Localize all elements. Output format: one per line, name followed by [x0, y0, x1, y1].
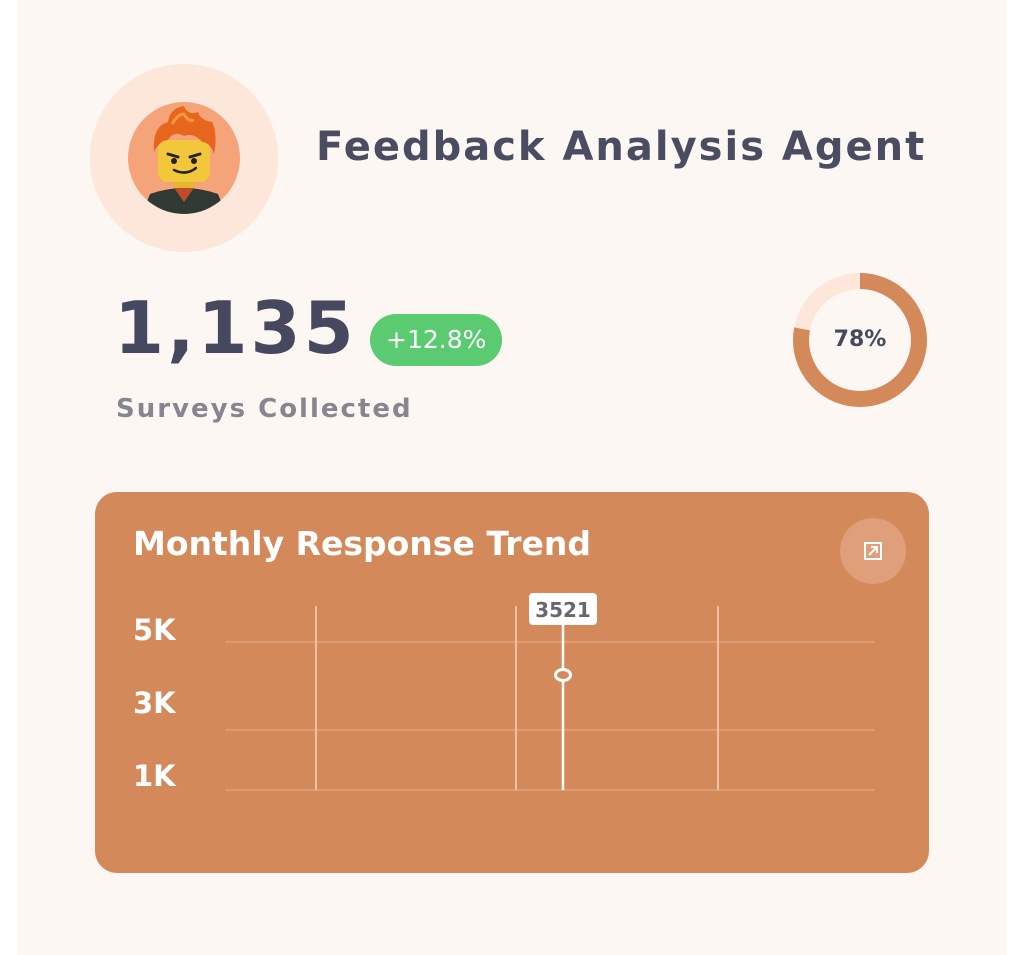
y-tick-label: 1K — [133, 759, 177, 793]
chart-panel: Monthly Response Trend 5K 3K 1K 3521 — [95, 492, 929, 873]
donut-percent-label: 78% — [833, 327, 887, 352]
chart-title: Monthly Response Trend — [133, 524, 591, 563]
delta-badge: +12.8% — [370, 314, 503, 366]
highlight-tooltip — [529, 593, 597, 625]
highlight-value-label: 3521 — [535, 598, 591, 622]
expand-button[interactable] — [840, 518, 906, 584]
surveys-label: Surveys Collected — [116, 394, 413, 424]
trend-chart: 5K 3K 1K 3521 — [133, 593, 875, 793]
agent-card: Feedback Analysis Agent 1,135 +12.8% Sur… — [18, 0, 1006, 955]
y-tick-label: 5K — [133, 613, 177, 647]
completion-donut: 78% — [790, 270, 930, 410]
surveys-count: 1,135 — [114, 286, 357, 370]
expand-arrow-icon — [864, 542, 882, 560]
lego-minifigure-avatar-icon — [128, 102, 240, 214]
avatar-ring — [90, 64, 278, 252]
highlight-point — [554, 668, 572, 682]
y-tick-label: 3K — [133, 686, 177, 720]
agent-title: Feedback Analysis Agent — [316, 124, 927, 170]
donut-progress-arc — [793, 273, 927, 407]
